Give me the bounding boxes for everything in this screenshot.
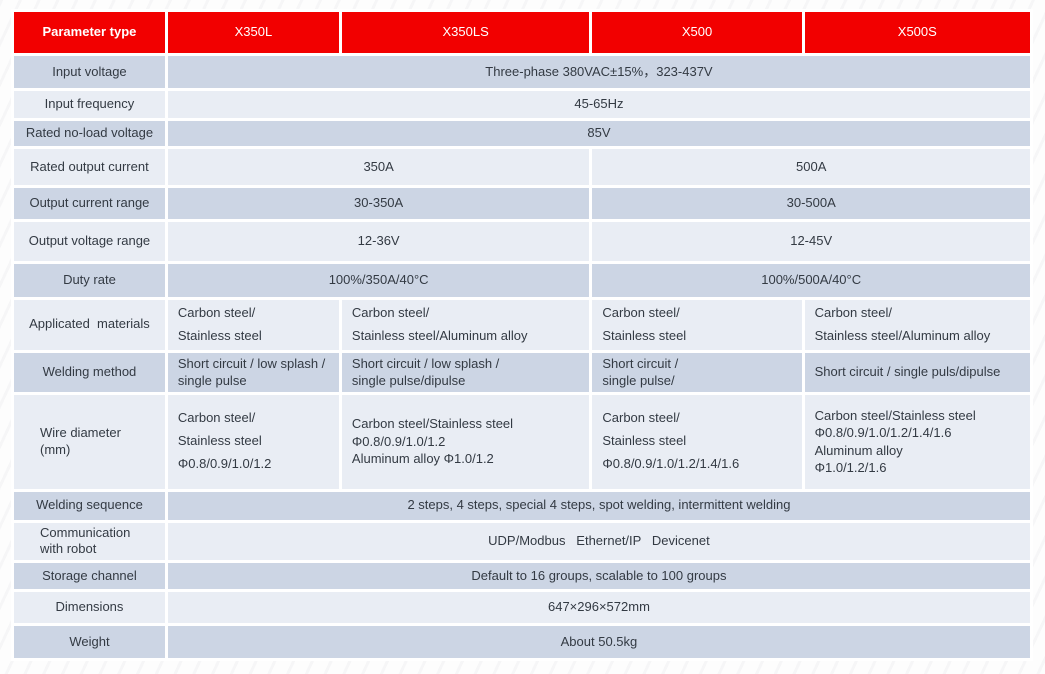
value-welding-method-x350l: Short circuit / low splash / single puls… (167, 352, 339, 392)
header-row: Parameter type X350L X350LS X500 X500S (14, 12, 1030, 53)
row-storage-channel: Storage channel Default to 16 groups, sc… (14, 563, 1030, 590)
value-wire-diameter-x350l: Carbon steel/ Stainless steel Φ0.8/0.9/1… (167, 394, 339, 489)
header-model-x500s: X500S (804, 12, 1030, 53)
value-communication: UDP/Modbus Ethernet/IP Devicenet (167, 522, 1030, 561)
value-rated-output-current-x350: 350A (167, 149, 590, 185)
value-wire-diameter-x500s: Carbon steel/Stainless steel Φ0.8/0.9/1.… (804, 394, 1030, 489)
value-input-voltage: Three-phase 380VAC±15%，323-437V (167, 56, 1030, 88)
value-output-voltage-range-x350: 12-36V (167, 222, 590, 261)
row-communication: Communication with robot UDP/Modbus Ethe… (14, 522, 1030, 561)
row-rated-output-current: Rated output current 350A 500A (14, 149, 1030, 185)
label-weight: Weight (14, 626, 165, 659)
label-output-current-range: Output current range (14, 188, 165, 219)
value-duty-rate-x500: 100%/500A/40°C (592, 264, 1030, 297)
value-duty-rate-x350: 100%/350A/40°C (167, 264, 590, 297)
value-welding-method-x350ls: Short circuit / low splash / single puls… (341, 352, 590, 392)
header-model-x500: X500 (592, 12, 802, 53)
value-dimensions: 647×296×572mm (167, 592, 1030, 624)
row-duty-rate: Duty rate 100%/350A/40°C 100%/500A/40°C (14, 264, 1030, 297)
value-weight: About 50.5kg (167, 626, 1030, 659)
row-welding-sequence: Welding sequence 2 steps, 4 steps, speci… (14, 491, 1030, 520)
label-input-voltage: Input voltage (14, 56, 165, 88)
value-welding-sequence: 2 steps, 4 steps, special 4 steps, spot … (167, 491, 1030, 520)
row-input-voltage: Input voltage Three-phase 380VAC±15%，323… (14, 56, 1030, 88)
row-no-load-voltage: Rated no-load voltage 85V (14, 121, 1030, 146)
value-output-current-range-x350: 30-350A (167, 188, 590, 219)
value-storage-channel: Default to 16 groups, scalable to 100 gr… (167, 563, 1030, 590)
header-parameter-type: Parameter type (14, 12, 165, 53)
value-applicated-materials-x350l: Carbon steel/ Stainless steel (167, 300, 339, 350)
label-communication: Communication with robot (14, 522, 165, 561)
row-dimensions: Dimensions 647×296×572mm (14, 592, 1030, 624)
label-applicated-materials: Applicated materials (14, 300, 165, 350)
label-welding-sequence: Welding sequence (14, 491, 165, 520)
value-wire-diameter-x500: Carbon steel/ Stainless steel Φ0.8/0.9/1… (592, 394, 802, 489)
value-rated-output-current-x500: 500A (592, 149, 1030, 185)
value-output-current-range-x500: 30-500A (592, 188, 1030, 219)
label-output-voltage-range: Output voltage range (14, 222, 165, 261)
value-applicated-materials-x500s: Carbon steel/ Stainless steel/Aluminum a… (804, 300, 1030, 350)
label-welding-method: Welding method (14, 352, 165, 392)
row-wire-diameter: Wire diameter (mm) Carbon steel/ Stainle… (14, 394, 1030, 489)
header-model-x350ls: X350LS (341, 12, 590, 53)
label-dimensions: Dimensions (14, 592, 165, 624)
label-rated-output-current: Rated output current (14, 149, 165, 185)
label-wire-diameter: Wire diameter (mm) (14, 394, 165, 489)
value-input-frequency: 45-65Hz (167, 91, 1030, 118)
header-model-x350l: X350L (167, 12, 339, 53)
label-no-load-voltage: Rated no-load voltage (14, 121, 165, 146)
value-applicated-materials-x350ls: Carbon steel/ Stainless steel/Aluminum a… (341, 300, 590, 350)
row-applicated-materials: Applicated materials Carbon steel/ Stain… (14, 300, 1030, 350)
value-output-voltage-range-x500: 12-45V (592, 222, 1030, 261)
row-output-voltage-range: Output voltage range 12-36V 12-45V (14, 222, 1030, 261)
row-output-current-range: Output current range 30-350A 30-500A (14, 188, 1030, 219)
value-wire-diameter-x350ls: Carbon steel/Stainless steel Φ0.8/0.9/1.… (341, 394, 590, 489)
label-input-frequency: Input frequency (14, 91, 165, 118)
row-welding-method: Welding method Short circuit / low splas… (14, 352, 1030, 392)
value-no-load-voltage: 85V (167, 121, 1030, 146)
label-storage-channel: Storage channel (14, 563, 165, 590)
row-input-frequency: Input frequency 45-65Hz (14, 91, 1030, 118)
value-applicated-materials-x500: Carbon steel/ Stainless steel (592, 300, 802, 350)
value-welding-method-x500: Short circuit / single pulse/ (592, 352, 802, 392)
label-duty-rate: Duty rate (14, 264, 165, 297)
value-welding-method-x500s: Short circuit / single puls/dipulse (804, 352, 1030, 392)
spec-table: Parameter type X350L X350LS X500 X500S I… (11, 9, 1033, 662)
row-weight: Weight About 50.5kg (14, 626, 1030, 659)
